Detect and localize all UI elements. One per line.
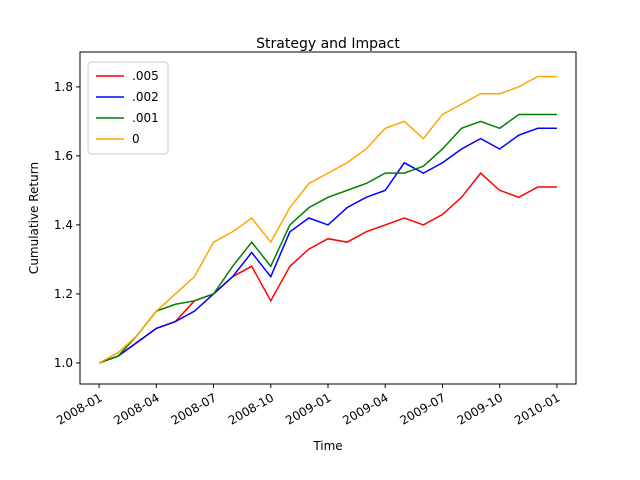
- y-axis-label: Cumulative Return: [27, 162, 41, 274]
- x-axis-label: Time: [312, 439, 342, 453]
- y-tick-label: 1.4: [54, 218, 73, 232]
- y-tick-label: 1.0: [54, 356, 73, 370]
- legend-label: .001: [132, 111, 159, 125]
- legend-label: 0: [132, 132, 140, 146]
- legend-label: .002: [132, 90, 159, 104]
- y-tick-label: 1.2: [54, 287, 73, 301]
- series-line: [98, 75, 557, 364]
- y-tick-label: 1.8: [54, 80, 73, 94]
- legend-box: [87, 61, 169, 155]
- y-tick-label: 1.6: [54, 149, 73, 163]
- legend-label: .005: [132, 69, 159, 83]
- series-line: [98, 127, 557, 364]
- series-line: [98, 113, 557, 364]
- chart-title: Strategy and Impact: [256, 36, 400, 52]
